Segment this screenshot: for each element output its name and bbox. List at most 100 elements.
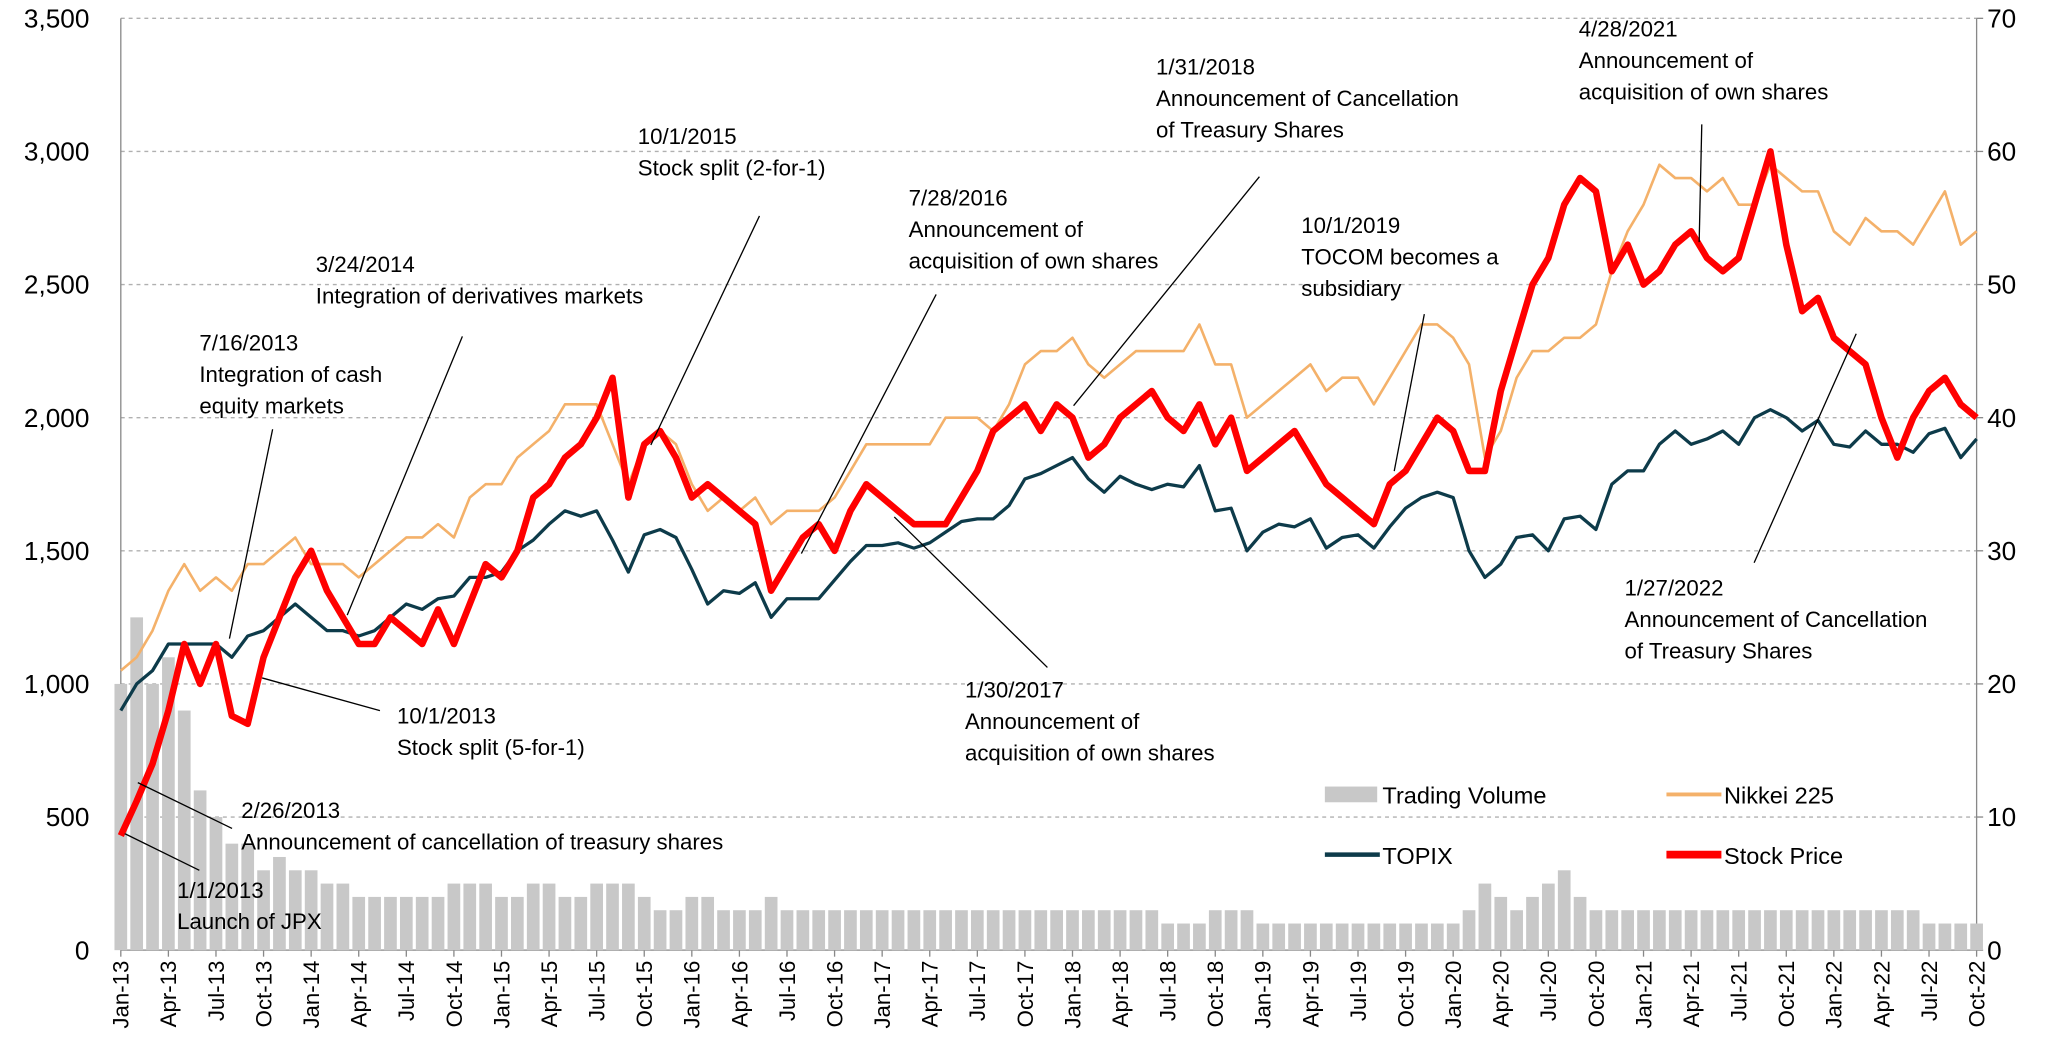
annotation-text: 4/28/2021	[1579, 17, 1678, 42]
y-tick-label: 3,500	[24, 3, 89, 33]
volume-bar	[1605, 910, 1619, 951]
volume-bar	[891, 910, 905, 951]
volume-bar	[304, 870, 318, 951]
annotation-text: 1/31/2018	[1156, 55, 1255, 80]
volume-bar	[352, 896, 366, 951]
volume-bar	[1875, 910, 1888, 951]
volume-bar	[1256, 923, 1270, 951]
volume-bar	[1954, 923, 1968, 951]
volume-bar	[859, 910, 873, 951]
volume-bar	[241, 843, 255, 951]
annotation-text: 1/1/2013	[177, 878, 264, 903]
x-tick-label: Jan-18	[1060, 961, 1085, 1029]
volume-bar	[701, 896, 715, 951]
volume-bar	[1653, 910, 1666, 951]
volume-bar	[1637, 910, 1650, 951]
volume-bar	[1272, 923, 1286, 951]
annotation-leader	[137, 782, 233, 830]
x-tick-label: Jul-14	[394, 961, 419, 1022]
volume-bar	[1288, 923, 1301, 951]
x-tick-label: Jan-17	[870, 961, 895, 1029]
volume-bar	[1240, 910, 1254, 951]
x-tick-label: Oct-18	[1203, 961, 1228, 1028]
volume-bar	[273, 856, 286, 951]
volume-bar	[1779, 910, 1793, 951]
volume-bar	[637, 896, 651, 951]
x-tick-label: Jul-19	[1346, 961, 1371, 1022]
line-series	[119, 163, 1978, 672]
annotation-leader	[893, 516, 1048, 668]
volume-bar	[685, 896, 699, 951]
volume-bar	[1129, 910, 1143, 951]
volume-bar	[1557, 870, 1571, 951]
annotation-text: Stock split (2-for-1)	[638, 155, 826, 180]
y2-tick-label: 10	[1987, 802, 2016, 832]
line-series	[119, 408, 1978, 712]
volume-bar	[1193, 923, 1206, 951]
annotation-leader	[124, 833, 200, 871]
annotation-leader	[1698, 124, 1703, 243]
volume-bar	[1700, 910, 1714, 951]
annotation-text: acquisition of own shares	[909, 248, 1159, 273]
volume-bar	[907, 910, 921, 951]
x-tick-label: Jul-17	[965, 961, 990, 1022]
x-tick-label: Apr-13	[156, 961, 181, 1028]
annotation-text: 3/24/2014	[316, 252, 415, 277]
volume-bar	[955, 910, 968, 951]
volume-bar	[1510, 910, 1523, 951]
volume-bar	[733, 910, 746, 951]
annotation-leader	[650, 215, 761, 446]
volume-bar	[1208, 910, 1222, 951]
volume-bar	[1446, 923, 1460, 951]
volume-bar	[796, 910, 810, 951]
annotation-text: acquisition of own shares	[965, 740, 1215, 765]
line-series	[117, 148, 1979, 838]
volume-bar	[1399, 923, 1412, 951]
volume-bar	[209, 817, 223, 951]
annotation-text: 2/26/2013	[241, 798, 340, 823]
y2-tick-label: 70	[1987, 3, 2016, 33]
volume-bar	[1621, 910, 1635, 951]
x-tick-label: Oct-15	[632, 961, 657, 1028]
volume-bar	[828, 910, 841, 951]
volume-bar	[986, 910, 1000, 951]
volume-bar	[1224, 910, 1238, 951]
volume-bar	[495, 896, 508, 951]
volume-bar	[1351, 923, 1365, 951]
x-tick-label: Jul-20	[1536, 961, 1561, 1022]
x-tick-label: Apr-19	[1298, 961, 1323, 1028]
volume-bar	[1938, 923, 1952, 951]
volume-bar	[1335, 923, 1349, 951]
volume-bar	[1066, 910, 1079, 951]
annotation-text: 1/27/2022	[1625, 575, 1724, 600]
annotation-leader	[346, 336, 463, 616]
x-tick-label: Jan-14	[299, 961, 324, 1029]
volume-bar	[812, 910, 826, 951]
x-tick-label: Apr-22	[1869, 961, 1894, 1028]
legend-label: Stock Price	[1724, 843, 1843, 869]
annotation-leader	[800, 294, 937, 554]
x-tick-label: Apr-16	[727, 961, 752, 1028]
legend-label: TOPIX	[1382, 843, 1453, 869]
volume-bar	[1970, 923, 1983, 951]
annotation-leader	[1073, 176, 1260, 407]
volume-bar	[1304, 923, 1317, 951]
volume-bar	[288, 870, 302, 951]
volume-bar	[748, 910, 762, 951]
annotation-text: 10/1/2013	[397, 704, 496, 729]
volume-bar	[1859, 910, 1872, 951]
annotation-text: 10/1/2019	[1301, 213, 1400, 238]
volume-bar	[1922, 923, 1936, 951]
y2-tick-label: 40	[1987, 403, 2016, 433]
volume-bar	[1177, 923, 1190, 951]
x-tick-label: Jul-18	[1156, 961, 1181, 1022]
volume-bar	[1526, 896, 1539, 951]
annotation-leader	[228, 429, 274, 639]
annotation-text: subsidiary	[1301, 276, 1402, 301]
volume-bar	[1462, 910, 1476, 951]
y-tick-label: 2,000	[24, 403, 89, 433]
volume-bar	[479, 883, 492, 951]
volume-bar	[1684, 910, 1698, 951]
x-tick-label: Jan-15	[489, 961, 514, 1029]
volume-bar	[669, 910, 683, 951]
